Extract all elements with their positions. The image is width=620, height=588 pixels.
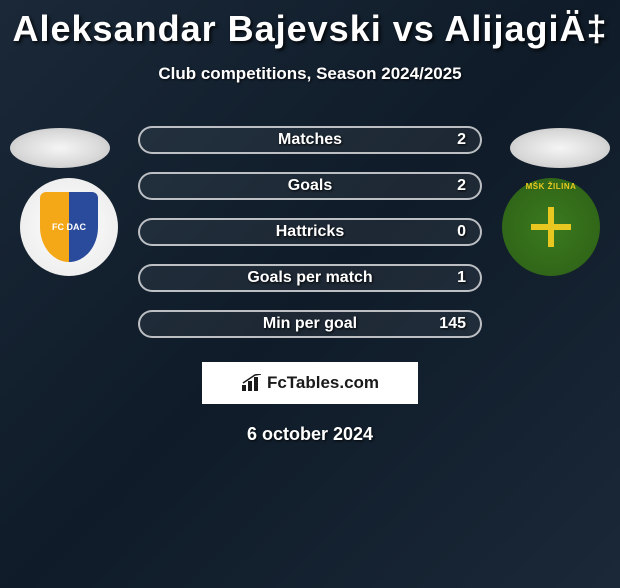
stat-rows: Matches 2 Goals 2 Hattricks 0 Goals per … bbox=[138, 126, 482, 356]
date-text: 6 october 2024 bbox=[0, 424, 620, 445]
club-short-left: FC DAC bbox=[52, 223, 86, 232]
stat-label: Goals per match bbox=[247, 269, 372, 287]
player-right-placeholder bbox=[510, 128, 610, 168]
player-left-placeholder bbox=[10, 128, 110, 168]
club-crest-left: FC DAC bbox=[40, 192, 98, 262]
club-badge-right: MŠK ŽILINA bbox=[502, 178, 600, 276]
club-badge-left: FC DAC bbox=[20, 178, 118, 276]
club-short-right: MŠK ŽILINA bbox=[502, 182, 600, 191]
stat-row-min-per-goal: Min per goal 145 bbox=[138, 310, 482, 338]
stat-value: 2 bbox=[457, 131, 466, 149]
club-crest-right: MŠK ŽILINA bbox=[516, 192, 586, 262]
stat-label: Min per goal bbox=[263, 315, 357, 333]
page-title: Aleksandar Bajevski vs AlijagiÄ‡ bbox=[0, 8, 620, 50]
stat-label: Hattricks bbox=[276, 223, 344, 241]
stat-row-hattricks: Hattricks 0 bbox=[138, 218, 482, 246]
stat-label: Matches bbox=[278, 131, 342, 149]
stat-value: 1 bbox=[457, 269, 466, 287]
brand-name: FcTables.com bbox=[267, 373, 379, 393]
stat-row-goals: Goals 2 bbox=[138, 172, 482, 200]
stat-row-goals-per-match: Goals per match 1 bbox=[138, 264, 482, 292]
stat-value: 145 bbox=[439, 315, 466, 333]
stat-row-matches: Matches 2 bbox=[138, 126, 482, 154]
stat-label: Goals bbox=[288, 177, 332, 195]
comparison-panel: FC DAC MŠK ŽILINA Matches 2 Goals 2 Hatt… bbox=[0, 112, 620, 352]
brand-footer[interactable]: FcTables.com bbox=[202, 362, 418, 404]
bar-chart-icon bbox=[241, 374, 263, 392]
stat-value: 2 bbox=[457, 177, 466, 195]
stat-value: 0 bbox=[457, 223, 466, 241]
subtitle: Club competitions, Season 2024/2025 bbox=[0, 64, 620, 84]
zilina-cross-icon bbox=[531, 207, 571, 247]
